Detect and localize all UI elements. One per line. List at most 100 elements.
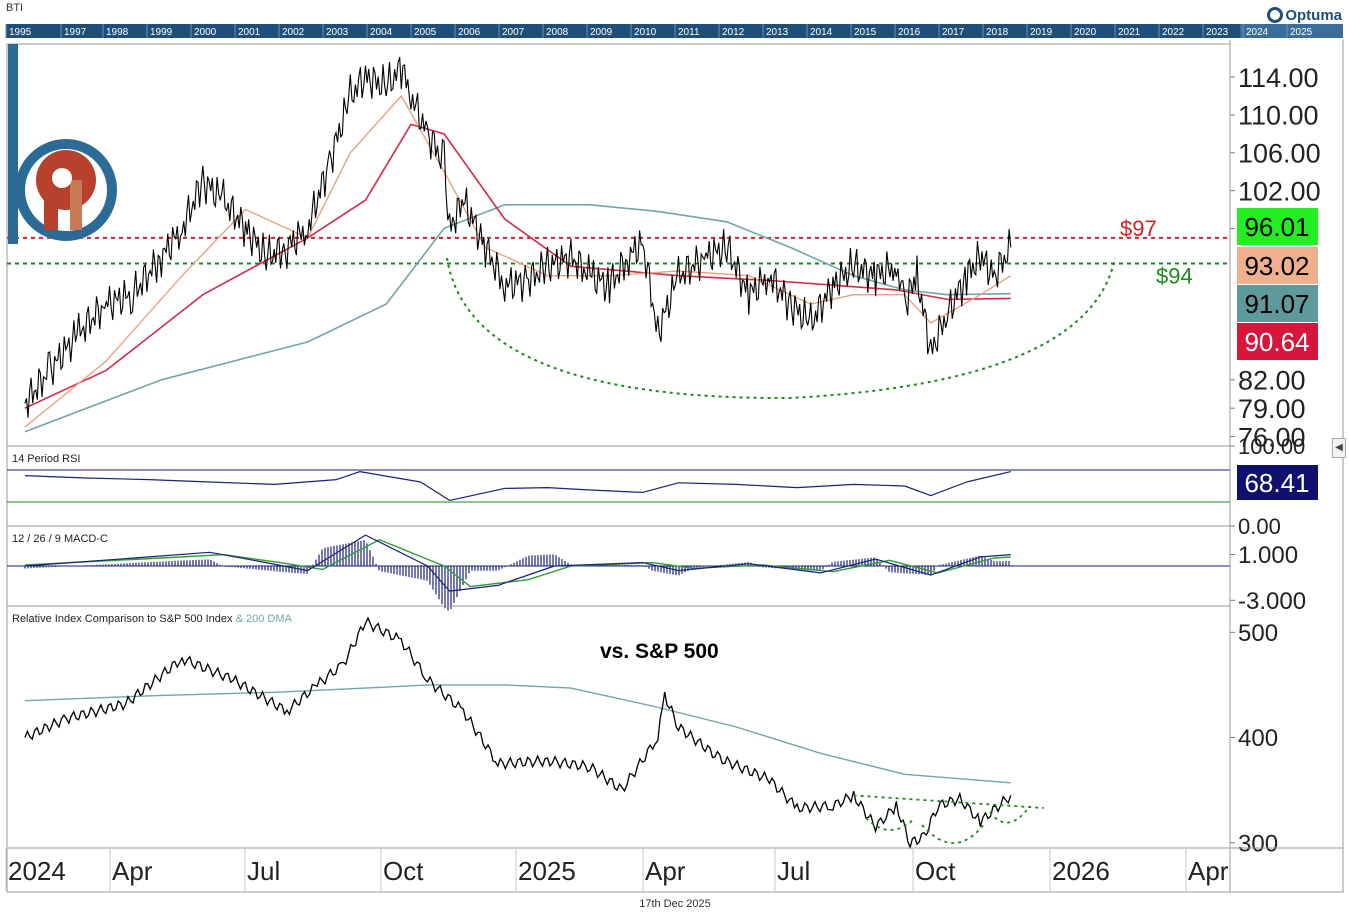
macd-series bbox=[24, 534, 1011, 592]
x-axis-label: Oct bbox=[383, 856, 424, 886]
badge-ma-mid bbox=[1237, 323, 1318, 360]
year-strip-label: 2001 bbox=[238, 27, 261, 38]
relative-annotation: vs. S&P 500 bbox=[600, 640, 719, 663]
year-strip-label: 2021 bbox=[1118, 27, 1141, 38]
year-strip-label: 2000 bbox=[194, 27, 217, 38]
badge-ma-short bbox=[1237, 247, 1318, 284]
price-series bbox=[24, 56, 1012, 418]
y-tick-label: 0.00 bbox=[1238, 514, 1281, 539]
y-tick-label: 300 bbox=[1238, 830, 1278, 857]
year-strip-label: 2007 bbox=[502, 27, 525, 38]
macd-histogram bbox=[24, 540, 1010, 611]
panel-2: 12 / 26 / 9 MACD-C 1.000 -3.000 bbox=[6, 525, 1306, 615]
year-strip[interactable]: 1995 1997 1998 1999 2000 2001 2002 2003 2004 2005… bbox=[5, 24, 1343, 38]
rsi-series bbox=[24, 471, 1011, 501]
ticker-label: BTI bbox=[6, 2, 24, 14]
year-strip-label: 2014 bbox=[810, 27, 833, 38]
panel-3: Relative Index Comparison to S&P 500 Ind… bbox=[6, 605, 1278, 857]
year-strip-current bbox=[1240, 24, 1343, 38]
optuma-logo-icon bbox=[1267, 7, 1284, 23]
year-strip-label: 2009 bbox=[590, 27, 613, 38]
year-strip-label: 2019 bbox=[1030, 27, 1053, 38]
panel-1: 14 Period RSI 100.00 0.00 68.41 bbox=[6, 434, 1318, 539]
x-axis-label: Apr bbox=[112, 856, 153, 886]
rounding-bottom-arc bbox=[446, 257, 1116, 400]
y-tick-label: 1.000 bbox=[1238, 542, 1298, 569]
year-strip-label: 1995 bbox=[9, 27, 32, 38]
year-strip-label: 2006 bbox=[458, 27, 481, 38]
y-tick-label: 106.00 bbox=[1238, 138, 1321, 168]
y-tick-label: 82.00 bbox=[1238, 366, 1306, 396]
panel-scroll-left-icon[interactable]: ◀ bbox=[1332, 438, 1346, 458]
x-axis-label: Jul bbox=[777, 856, 810, 886]
x-axis-label: Jul bbox=[247, 856, 280, 886]
badge-ma-short-value: 93.02 bbox=[1244, 251, 1309, 281]
pattern-left-shoulder bbox=[865, 817, 916, 831]
company-logo-icon bbox=[8, 44, 117, 244]
year-strip-label: 2015 bbox=[854, 27, 877, 38]
x-axis-label: Apr bbox=[1188, 856, 1229, 886]
relative-legend: & 200 DMA bbox=[236, 613, 293, 625]
year-strip-label: 2018 bbox=[986, 27, 1009, 38]
year-strip-label: 2002 bbox=[282, 27, 305, 38]
x-axis-label: 2024 bbox=[8, 856, 66, 886]
y-tick-label: 76.00 bbox=[1238, 422, 1306, 452]
y-tick-label: 79.00 bbox=[1238, 394, 1306, 424]
rsi-title: 14 Period RSI bbox=[12, 453, 80, 465]
optuma-logo: Optuma bbox=[1267, 4, 1342, 26]
year-strip-label: 2023 bbox=[1206, 27, 1229, 38]
badge-price bbox=[1237, 208, 1318, 245]
year-strip-label: 2004 bbox=[370, 27, 393, 38]
year-strip-label: 2017 bbox=[942, 27, 965, 38]
macd-signal-series bbox=[24, 539, 1011, 588]
y-tick-label: 100.00 bbox=[1238, 434, 1305, 459]
year-strip-label: 2010 bbox=[634, 27, 657, 38]
resistance-label: $97 bbox=[1120, 216, 1157, 241]
x-axis-label: Oct bbox=[915, 856, 956, 886]
year-strip-label: 2008 bbox=[546, 27, 569, 38]
badge-price-value: 96.01 bbox=[1244, 212, 1309, 242]
y-tick-label: 114.00 bbox=[1238, 63, 1319, 93]
y-tick-label: 102.00 bbox=[1238, 176, 1321, 206]
panel-frame bbox=[6, 43, 1231, 447]
y-tick-label: 500 bbox=[1238, 620, 1278, 647]
relative-ma-series bbox=[24, 684, 1011, 784]
chart-panels: 114.00110.00106.00102.0098.0082.0079.007… bbox=[5, 40, 1344, 893]
badge-rsi bbox=[1237, 465, 1318, 500]
y-tick-label: 400 bbox=[1238, 725, 1278, 752]
badge-rsi-value: 68.41 bbox=[1244, 468, 1309, 498]
y-tick-label: 110.00 bbox=[1238, 101, 1319, 131]
badge-ma-mid-value: 90.64 bbox=[1244, 327, 1309, 357]
year-strip-label: 2005 bbox=[414, 27, 437, 38]
year-strip-label: 2012 bbox=[722, 27, 745, 38]
chart-date: 17th Dec 2025 bbox=[639, 898, 711, 910]
badge-ma-long bbox=[1237, 285, 1318, 322]
relative-title: Relative Index Comparison to S&P 500 Ind… bbox=[12, 613, 293, 625]
year-strip-label: 2003 bbox=[326, 27, 349, 38]
pattern-head bbox=[921, 822, 986, 844]
year-strip-label: 2025 bbox=[1290, 27, 1313, 38]
year-strip-label: 2022 bbox=[1162, 27, 1185, 38]
year-strip-label: 2011 bbox=[678, 27, 700, 38]
macd-title: 12 / 26 / 9 MACD-C bbox=[12, 533, 108, 545]
moving-average-mid bbox=[24, 123, 1011, 409]
relative-series bbox=[24, 616, 1012, 850]
y-tick-label: -3.000 bbox=[1238, 588, 1306, 615]
x-axis-label: 2026 bbox=[1052, 856, 1110, 886]
year-strip-label: 2016 bbox=[898, 27, 921, 38]
badge-ma-long-value: 91.07 bbox=[1244, 289, 1309, 319]
year-strip-label: 2013 bbox=[766, 27, 789, 38]
panel-frame bbox=[6, 445, 1231, 527]
year-strip-label: 2024 bbox=[1246, 27, 1269, 38]
panel-0: 114.00110.00106.00102.0098.0082.0079.007… bbox=[6, 43, 1321, 452]
year-strip-label: 2020 bbox=[1074, 27, 1097, 38]
x-axis-label: Apr bbox=[645, 856, 686, 886]
year-strip-label: 1997 bbox=[64, 27, 87, 38]
support-label: $94 bbox=[1156, 263, 1193, 288]
moving-average-long bbox=[24, 204, 1011, 433]
year-strip-label: 1999 bbox=[150, 27, 173, 38]
pattern-right-shoulder bbox=[989, 805, 1031, 824]
year-strip-label: 1998 bbox=[106, 27, 129, 38]
optuma-logo-text: Optuma bbox=[1285, 6, 1342, 24]
